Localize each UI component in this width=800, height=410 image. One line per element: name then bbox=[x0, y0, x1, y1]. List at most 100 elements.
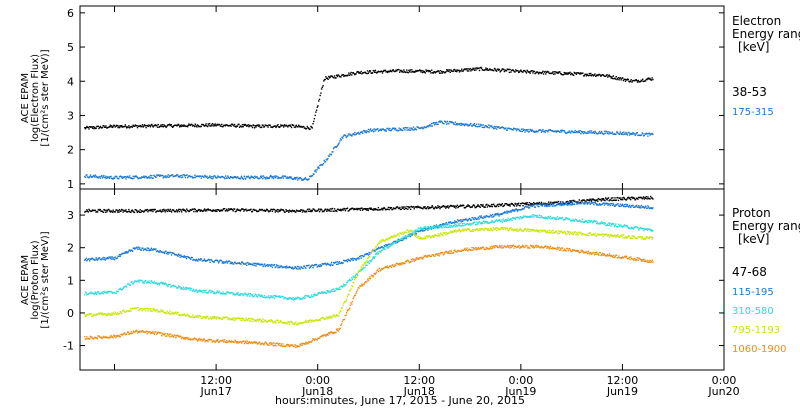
data-point bbox=[593, 132, 596, 134]
data-point bbox=[380, 208, 382, 211]
data-point bbox=[287, 210, 289, 212]
data-point bbox=[472, 223, 474, 225]
data-point bbox=[241, 317, 243, 319]
data-point bbox=[527, 228, 529, 230]
data-point bbox=[447, 205, 449, 207]
data-point bbox=[349, 73, 352, 75]
data-point bbox=[383, 129, 385, 131]
data-point bbox=[207, 340, 209, 343]
data-point bbox=[604, 199, 606, 202]
data-point bbox=[120, 210, 122, 212]
data-point bbox=[140, 308, 143, 310]
data-point bbox=[295, 124, 298, 126]
data-point bbox=[366, 70, 369, 72]
data-point bbox=[599, 222, 601, 224]
data-point bbox=[366, 260, 368, 262]
data-point bbox=[227, 291, 229, 293]
data-point bbox=[436, 121, 438, 124]
data-point bbox=[361, 131, 363, 133]
data-point bbox=[91, 126, 93, 128]
data-point bbox=[118, 312, 121, 315]
data-point bbox=[508, 204, 510, 207]
data-point bbox=[374, 130, 376, 132]
data-point bbox=[473, 123, 476, 125]
data-point bbox=[401, 237, 404, 239]
data-point bbox=[554, 130, 556, 133]
data-point bbox=[103, 174, 105, 177]
data-point bbox=[177, 287, 179, 289]
data-point bbox=[138, 125, 141, 127]
data-point bbox=[394, 208, 397, 210]
data-point bbox=[455, 124, 457, 126]
data-point bbox=[591, 222, 594, 224]
data-point bbox=[645, 78, 647, 80]
data-point bbox=[571, 73, 573, 75]
data-point bbox=[604, 75, 607, 77]
data-point bbox=[348, 259, 351, 261]
data-point bbox=[359, 209, 362, 211]
data-point bbox=[247, 175, 250, 177]
data-point bbox=[364, 130, 367, 132]
data-point bbox=[570, 200, 573, 202]
data-point bbox=[486, 68, 488, 70]
data-point bbox=[389, 237, 391, 239]
data-point bbox=[261, 320, 263, 322]
data-point bbox=[301, 211, 304, 213]
data-point bbox=[241, 126, 243, 128]
data-point bbox=[185, 257, 188, 260]
data-point bbox=[181, 287, 183, 290]
data-point bbox=[361, 73, 363, 75]
data-point bbox=[618, 133, 621, 135]
data-point bbox=[104, 126, 106, 128]
data-point bbox=[612, 77, 614, 80]
data-point bbox=[598, 234, 600, 236]
data-point bbox=[490, 69, 493, 71]
data-point bbox=[432, 206, 434, 208]
data-point bbox=[591, 234, 594, 236]
data-point bbox=[326, 208, 329, 210]
data-point bbox=[345, 300, 347, 302]
data-point bbox=[328, 315, 331, 317]
data-point bbox=[588, 220, 591, 222]
data-point bbox=[288, 323, 291, 325]
data-point bbox=[400, 232, 402, 234]
data-point bbox=[498, 68, 501, 71]
data-point bbox=[467, 68, 469, 70]
data-point bbox=[510, 128, 513, 130]
data-point bbox=[506, 129, 508, 131]
data-point bbox=[643, 237, 646, 239]
data-point bbox=[123, 309, 125, 311]
data-point bbox=[247, 262, 249, 264]
data-point bbox=[354, 131, 356, 134]
data-point bbox=[590, 75, 593, 77]
data-point bbox=[334, 146, 336, 148]
data-point bbox=[406, 69, 408, 71]
data-point bbox=[308, 208, 311, 210]
data-point bbox=[408, 71, 411, 73]
data-point bbox=[311, 210, 313, 213]
data-point bbox=[451, 232, 453, 234]
data-point bbox=[533, 229, 536, 231]
data-point bbox=[463, 124, 466, 127]
data-point bbox=[505, 212, 507, 214]
data-point bbox=[133, 125, 136, 127]
data-point bbox=[355, 273, 357, 275]
data-point bbox=[409, 69, 411, 71]
data-point bbox=[395, 242, 397, 244]
data-point bbox=[160, 332, 162, 334]
data-point bbox=[568, 233, 571, 235]
data-point bbox=[623, 205, 625, 208]
data-point bbox=[190, 175, 192, 178]
data-point bbox=[233, 292, 235, 295]
data-point bbox=[165, 312, 168, 315]
data-point bbox=[385, 245, 388, 247]
data-point bbox=[649, 236, 651, 238]
data-point bbox=[196, 316, 198, 318]
data-point bbox=[245, 178, 247, 180]
data-point bbox=[151, 123, 153, 126]
data-point bbox=[501, 213, 504, 215]
data-point bbox=[545, 217, 547, 220]
data-point bbox=[446, 233, 448, 235]
data-point bbox=[377, 247, 379, 250]
data-point bbox=[248, 263, 250, 266]
